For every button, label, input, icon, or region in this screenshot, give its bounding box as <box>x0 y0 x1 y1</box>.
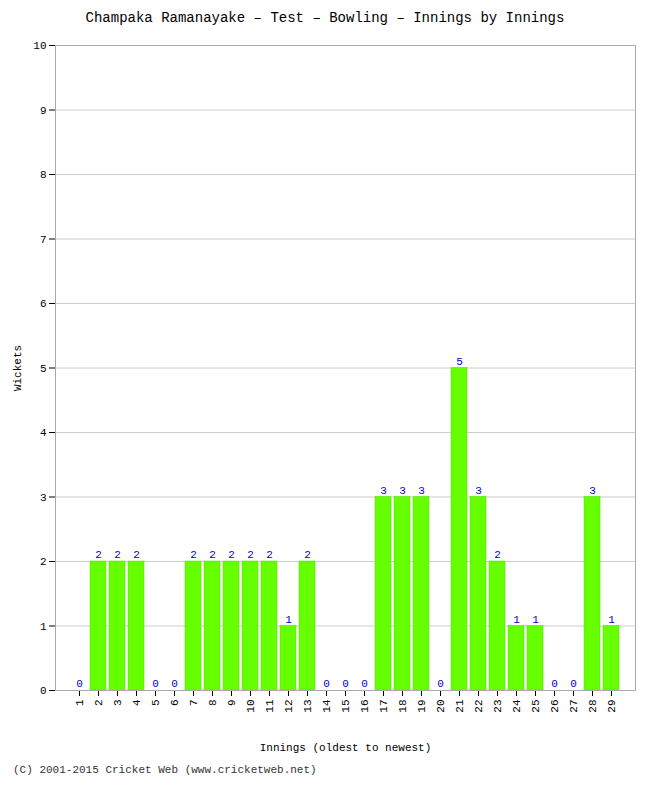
svg-text:16: 16 <box>359 700 371 713</box>
svg-text:29: 29 <box>606 700 618 713</box>
svg-text:Innings (oldest to newest): Innings (oldest to newest) <box>260 742 432 754</box>
html-text:Champaka Ramanayake – Test – B: Champaka Ramanayake – Test – Bowling – I… <box>85 10 565 26</box>
svg-text:7: 7 <box>188 700 200 707</box>
svg-text:3: 3 <box>418 485 425 497</box>
svg-text:1: 1 <box>532 614 539 626</box>
svg-text:0: 0 <box>171 678 178 690</box>
svg-text:11: 11 <box>264 699 276 713</box>
svg-text:4: 4 <box>40 427 47 439</box>
svg-text:1: 1 <box>513 614 520 626</box>
svg-text:0: 0 <box>40 685 47 697</box>
svg-text:2: 2 <box>93 700 105 707</box>
svg-text:0: 0 <box>323 678 330 690</box>
svg-text:3: 3 <box>40 492 47 504</box>
svg-text:17: 17 <box>378 700 390 713</box>
svg-text:0: 0 <box>342 678 349 690</box>
svg-text:2: 2 <box>494 549 501 561</box>
svg-text:0: 0 <box>551 678 558 690</box>
svg-text:8: 8 <box>207 700 219 707</box>
svg-text:2: 2 <box>133 549 140 561</box>
svg-text:0: 0 <box>152 678 159 690</box>
svg-text:6: 6 <box>40 298 47 310</box>
svg-text:2: 2 <box>114 549 121 561</box>
svg-text:15: 15 <box>340 700 352 713</box>
svg-text:0: 0 <box>437 678 444 690</box>
svg-text:1: 1 <box>285 614 292 626</box>
svg-text:27: 27 <box>568 700 580 713</box>
svg-text:22: 22 <box>473 700 485 713</box>
svg-text:20: 20 <box>435 700 447 713</box>
svg-text:6: 6 <box>169 700 181 707</box>
svg-text:3: 3 <box>399 485 406 497</box>
svg-text:12: 12 <box>283 700 295 713</box>
svg-text:25: 25 <box>530 700 542 713</box>
svg-text:14: 14 <box>321 699 333 713</box>
svg-text:2: 2 <box>190 549 197 561</box>
svg-text:0: 0 <box>76 678 83 690</box>
svg-text:1: 1 <box>74 699 86 706</box>
svg-text:26: 26 <box>549 700 561 713</box>
svg-text:0: 0 <box>570 678 577 690</box>
svg-text:18: 18 <box>397 700 409 713</box>
svg-text:5: 5 <box>456 356 463 368</box>
svg-text:3: 3 <box>380 485 387 497</box>
svg-text:4: 4 <box>131 699 143 706</box>
svg-text:10: 10 <box>245 700 257 713</box>
svg-text:8: 8 <box>40 169 47 181</box>
svg-text:1: 1 <box>40 621 47 633</box>
svg-text:3: 3 <box>475 485 482 497</box>
svg-text:3: 3 <box>589 485 596 497</box>
svg-text:2: 2 <box>209 549 216 561</box>
svg-text:5: 5 <box>40 363 47 375</box>
svg-text:3: 3 <box>112 700 124 707</box>
svg-text:2: 2 <box>266 549 273 561</box>
svg-text:24: 24 <box>511 699 523 713</box>
svg-text:1: 1 <box>608 614 615 626</box>
svg-text:2: 2 <box>304 549 311 561</box>
svg-text:7: 7 <box>40 234 47 246</box>
svg-text:19: 19 <box>416 700 428 713</box>
svg-text:0: 0 <box>361 678 368 690</box>
svg-text:21: 21 <box>454 699 466 713</box>
svg-text:2: 2 <box>95 549 102 561</box>
svg-text:9: 9 <box>226 700 238 707</box>
svg-text:2: 2 <box>247 549 254 561</box>
svg-text:2: 2 <box>228 549 235 561</box>
svg-text:23: 23 <box>492 700 504 713</box>
svg-text:Wickets: Wickets <box>12 345 24 391</box>
svg-text:9: 9 <box>40 105 47 117</box>
svg-text:28: 28 <box>587 700 599 713</box>
html-text:(C) 2001-2015 Cricket Web (www: (C) 2001-2015 Cricket Web (www.cricketwe… <box>13 764 317 776</box>
svg-text:2: 2 <box>40 556 47 568</box>
svg-text:10: 10 <box>33 40 46 52</box>
svg-text:13: 13 <box>302 700 314 713</box>
svg-text:5: 5 <box>150 700 162 707</box>
